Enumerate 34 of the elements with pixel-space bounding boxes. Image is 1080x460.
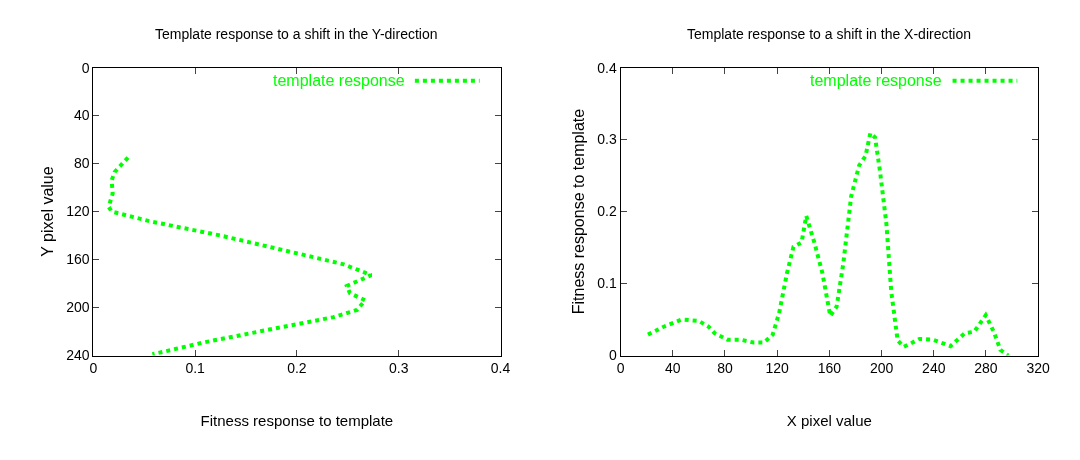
x-tick-label: 80 <box>717 360 733 377</box>
y-tick-label: 0.2 <box>597 203 617 220</box>
text: template response <box>810 72 942 89</box>
chart-title: Template response to a shift in the X-direction <box>687 26 972 42</box>
x-tick-label: 0.1 <box>185 360 206 377</box>
x-axis-title: X pixel value <box>786 412 872 430</box>
x-tick-label: 120 <box>765 360 790 377</box>
x-tick-label: 0.2 <box>287 360 307 377</box>
y-tick-label: 0.3 <box>597 131 617 148</box>
y-axis-title: Fitness response to template <box>570 108 588 315</box>
x-tick-label: 0.4 <box>490 360 511 377</box>
x-tick-label: 280 <box>974 360 998 377</box>
x-axis-title: Fitness response to template <box>200 412 394 430</box>
y-tick-label: 0.1 <box>597 275 617 292</box>
y-tick-label: 40 <box>73 107 90 124</box>
x-tick-label: 200 <box>869 360 894 377</box>
chart-title: Template response to a shift in the Y-direction <box>155 26 438 42</box>
line-series <box>645 131 1011 356</box>
y-tick-label: 200 <box>66 299 90 316</box>
text: template response <box>273 72 405 89</box>
x-tick-label: 0.3 <box>388 360 409 377</box>
y-tick-label: 0.4 <box>597 59 617 76</box>
x-tick-label: 40 <box>664 360 681 377</box>
y-tick-label: 240 <box>66 347 90 364</box>
x-tick-label: 240 <box>922 360 946 377</box>
line-series <box>106 155 374 356</box>
y-tick-label: 80 <box>73 155 90 172</box>
y-tick-label: 160 <box>66 251 90 268</box>
x-tick-label: 160 <box>817 360 842 377</box>
y-tick-label: 0 <box>608 347 617 364</box>
y-axis-title: Y pixel value <box>39 166 57 257</box>
y-tick-label: 0 <box>81 59 90 76</box>
x-tick-label: 320 <box>1026 360 1051 377</box>
y-tick-label: 120 <box>66 203 90 220</box>
